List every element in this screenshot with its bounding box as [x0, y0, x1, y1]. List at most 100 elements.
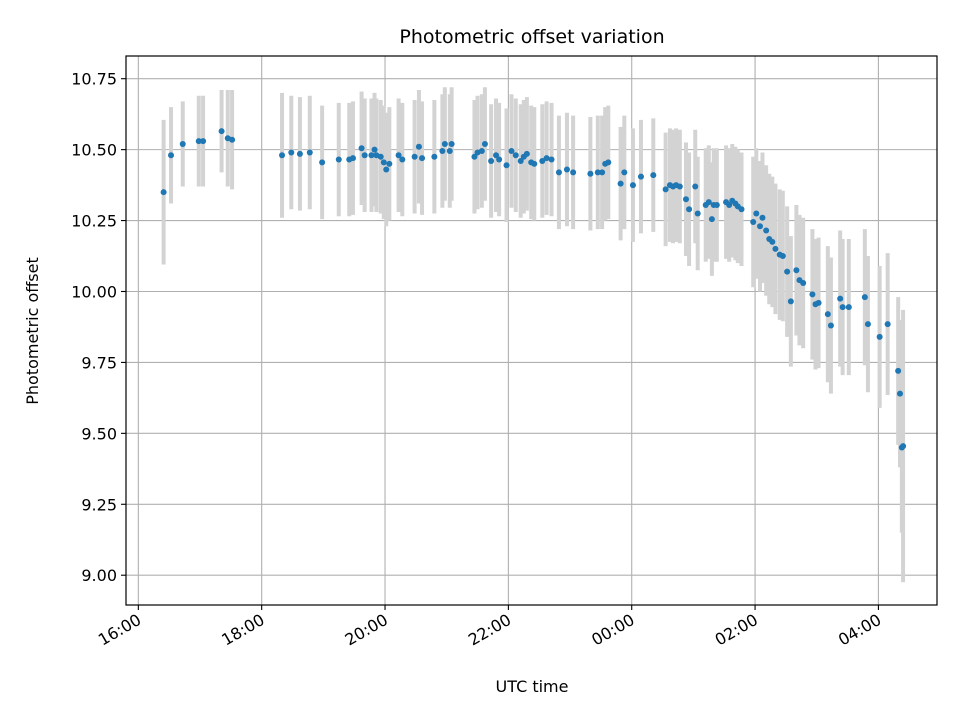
y-tick-label: 10.00 [71, 282, 117, 301]
data-point [676, 183, 683, 190]
data-point [386, 160, 393, 167]
data-point [195, 138, 202, 145]
data-point [471, 153, 478, 160]
data-point [531, 160, 538, 167]
data-point [753, 210, 760, 217]
chart-title: Photometric offset variation [399, 26, 664, 48]
data-point [650, 172, 657, 179]
data-point [708, 216, 715, 223]
data-point [587, 170, 594, 177]
data-point [478, 148, 485, 155]
data-point [793, 267, 800, 274]
y-tick-label: 9.25 [81, 495, 117, 514]
data-point [682, 196, 689, 203]
data-point [738, 206, 745, 213]
data-point [763, 227, 770, 234]
data-point [815, 299, 822, 306]
data-point [395, 152, 402, 159]
data-point [168, 152, 175, 159]
data-point [368, 152, 375, 159]
data-point [179, 140, 186, 147]
x-tick-label: 18:00 [218, 610, 267, 650]
data-point [543, 155, 550, 162]
data-point [555, 169, 562, 176]
data-point [380, 159, 387, 166]
x-tick-label: 22:00 [465, 610, 514, 650]
data-point [779, 253, 786, 260]
data-point [218, 128, 225, 135]
data-point [229, 136, 236, 143]
data-point [900, 443, 907, 450]
data-point [772, 245, 779, 252]
data-point [488, 157, 495, 164]
data-point [200, 138, 207, 145]
y-tick-label: 9.00 [81, 566, 117, 585]
data-point [629, 182, 636, 189]
data-point [705, 199, 712, 206]
data-point [517, 157, 524, 164]
data-point [523, 150, 530, 157]
data-point [306, 149, 313, 156]
data-point [750, 218, 757, 225]
data-point [358, 145, 365, 152]
data-point [448, 140, 455, 147]
data-point [726, 201, 733, 208]
y-tick-label: 10.50 [71, 141, 117, 160]
data-point [548, 156, 555, 163]
data-point [503, 162, 510, 169]
data-point [769, 238, 776, 245]
data-point [837, 295, 844, 302]
data-point [371, 146, 378, 153]
plot-frame [125, 55, 938, 606]
data-point [319, 159, 326, 166]
data-point [493, 152, 500, 159]
data-point [839, 304, 846, 311]
data-point [694, 210, 701, 217]
data-point [864, 321, 871, 328]
x-tick-label: 02:00 [712, 610, 761, 650]
data-point [539, 157, 546, 164]
data-point [496, 156, 503, 163]
data-point [570, 169, 577, 176]
data-point [787, 298, 794, 305]
data-point [824, 311, 831, 318]
data-point [335, 156, 342, 163]
data-point [399, 156, 406, 163]
data-point [621, 169, 628, 176]
data-point [361, 152, 368, 159]
y-axis: 9.00 9.25 9.50 9.75 10.00 10.25 10.50 10.75 [71, 70, 126, 585]
y-tick-label: 9.75 [81, 353, 117, 372]
data-point [279, 152, 286, 159]
data-point [896, 390, 903, 397]
data-point [415, 143, 422, 150]
x-tick-label: 16:00 [95, 610, 144, 650]
data-point [481, 140, 488, 147]
data-point [637, 173, 644, 180]
data-point [827, 322, 834, 329]
data-points [160, 128, 907, 451]
data-point [884, 321, 891, 328]
data-point [599, 169, 606, 176]
data-point [377, 153, 384, 160]
data-point [895, 367, 902, 374]
data-point [383, 166, 390, 173]
data-point [845, 304, 852, 311]
data-point [419, 155, 426, 162]
data-point [411, 153, 418, 160]
x-axis-label: UTC time [496, 677, 569, 696]
data-point [759, 214, 766, 221]
y-tick-label: 10.75 [71, 70, 117, 89]
y-axis-label: Photometric offset [23, 257, 42, 405]
data-point [809, 291, 816, 298]
data-point [160, 189, 167, 196]
data-point [508, 148, 515, 155]
data-point [861, 294, 868, 301]
data-point [662, 186, 669, 193]
data-point [296, 150, 303, 157]
data-point [713, 201, 720, 208]
data-point [594, 169, 601, 176]
data-point [605, 159, 612, 166]
data-point [431, 153, 438, 160]
data-point [876, 333, 883, 340]
